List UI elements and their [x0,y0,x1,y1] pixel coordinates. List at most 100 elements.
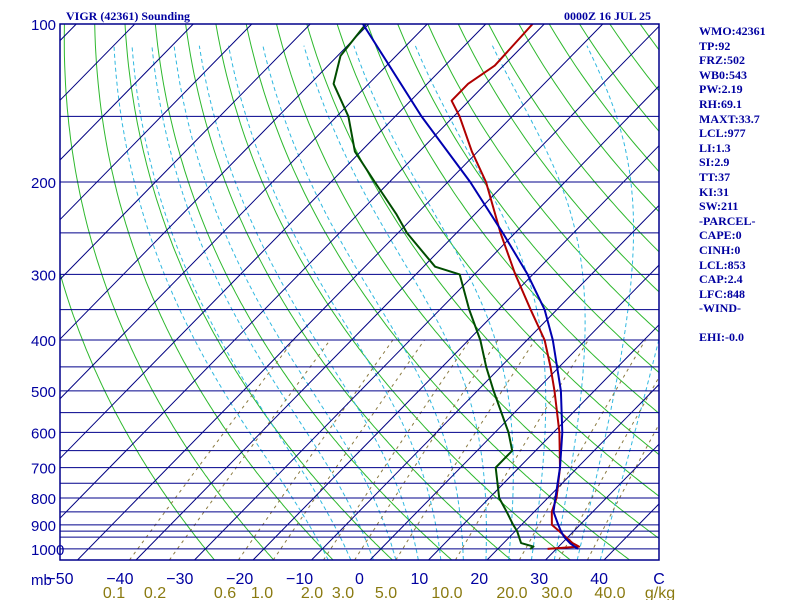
moist-adiabat [303,45,487,560]
dry-adiabat [276,24,659,540]
stat-item: FRZ:502 [699,53,745,68]
mixing-ratio-line [323,339,471,560]
mixing-ratio-line [586,423,659,560]
moist-adiabat [576,45,634,560]
pressure-tick-label: 100 [31,17,56,34]
isotherm [60,24,370,340]
mixing-ratio-line [354,339,499,560]
stat-item: CAP:2.4 [699,272,743,287]
dry-adiabat [397,24,659,374]
stat-item: TT:37 [699,169,731,184]
pressure-tick-label: 700 [31,461,56,478]
temperature-tick-label: 0 [355,571,364,588]
dry-adiabat [457,24,659,293]
moist-adiabat [599,337,659,560]
stat-item: RH:69.1 [699,96,742,111]
mixing-ratio-line [272,339,425,560]
dry-adiabat [63,24,275,560]
pressure-tick-label: 600 [31,425,56,442]
temperature-tick-label: −40 [106,571,133,588]
stat-item: CAPE:0 [699,228,742,243]
mixing-ratio-tick-label: 0.2 [144,585,166,600]
stat-item: KI:31 [699,184,729,199]
plot-frame [59,23,660,561]
dry-adiabat [792,24,800,560]
moist-adiabat [262,45,464,560]
dry-adiabat [154,24,453,560]
dry-adiabat [215,24,571,560]
parcel-line [362,24,579,550]
pressure-tick-label: 500 [31,384,56,401]
isotherm [428,324,659,560]
stat-item: TP:92 [699,38,731,53]
dry-adiabat [306,24,659,497]
station-title: VIGR (42361) Sounding [66,9,191,23]
isotherm [252,144,659,560]
moist-adiabat [414,45,547,560]
pressure-tick-label: 800 [31,491,56,508]
isotherm [135,25,659,560]
stat-item: LI:1.3 [699,140,731,155]
moist-adiabat [198,45,419,560]
mixing-ratio-tick-label: 0.1 [103,585,125,600]
stat-item: PW:2.19 [699,82,743,97]
temperature-tick-label: −10 [286,571,313,588]
stat-item: WMO:42361 [699,24,766,38]
mixing-ratio-line [237,339,394,560]
mixing-ratio-line [455,339,589,560]
mixing-ratio-tick-label: 3.0 [332,585,354,600]
pressure-tick-label: 200 [31,175,56,192]
stat-item: -WIND- [699,301,741,316]
mixing-ratio-line [518,339,646,560]
plot-area [60,24,800,560]
pressure-tick-label: 400 [31,333,56,350]
stat-item: SI:2.9 [699,155,730,170]
mixing-ratio-tick-label: 40.0 [594,585,625,600]
stat-item: -PARCEL- [699,213,756,228]
dry-adiabat [427,24,659,333]
isotherm [60,24,194,161]
stat-item: LCL:977 [699,126,746,141]
temperature-tick-label: C [653,571,665,588]
mixing-ratio-tick-label: 5.0 [375,585,397,600]
dry-adiabat [366,24,659,415]
stat-spacer [699,316,766,331]
mixing-ratio-tick-label: 0.6 [214,585,236,600]
isotherm [60,24,253,221]
isotherm [60,24,487,460]
stat-item: EHI:-0.0 [699,330,744,345]
temperature-tick-label: −30 [166,571,193,588]
moist-adiabat [173,45,397,560]
temperature-tick-label: 10 [411,571,429,588]
mixing-ratio-tick-label: 1.0 [251,585,273,600]
isotherm [194,85,659,560]
dry-adiabat [245,24,630,560]
temperature-tick-label: 40 [590,571,608,588]
moist-adiabat [113,45,329,560]
dry-adiabat [488,24,659,253]
isotherm [60,24,428,400]
stat-item: MAXT:33.7 [699,111,760,126]
isotherm [486,383,659,560]
mixing-ratio-tick-label: 2.0 [301,585,323,600]
mixing-ratio-tick-label: 30.0 [541,585,572,600]
pressure-tick-label: 900 [31,518,56,535]
pressure-tick-label: 1000 [31,542,64,559]
isotherm [60,24,545,519]
temperature-line [450,24,581,550]
mixing-ratio-unit-label: g/kg [645,585,675,600]
mixing-ratio-tick-label: 20.0 [496,585,527,600]
stat-item: LFC:848 [699,286,745,301]
temperature-tick-label: −50 [46,571,73,588]
dewpoint-line [332,24,535,550]
stat-item: LCL:853 [699,257,746,272]
mixing-ratio-line [129,339,295,560]
dry-adiabat [60,271,215,560]
mixing-ratio-line [558,376,659,560]
temperature-tick-label: 30 [530,571,548,588]
mixing-ratio-tick-label: 10.0 [431,585,462,600]
moist-adiabat [228,45,442,560]
sounding-indices-panel: WMO:42361 TP:92 FRZ:502 WB0:543 PW:2.19 RH:69… [699,24,766,345]
